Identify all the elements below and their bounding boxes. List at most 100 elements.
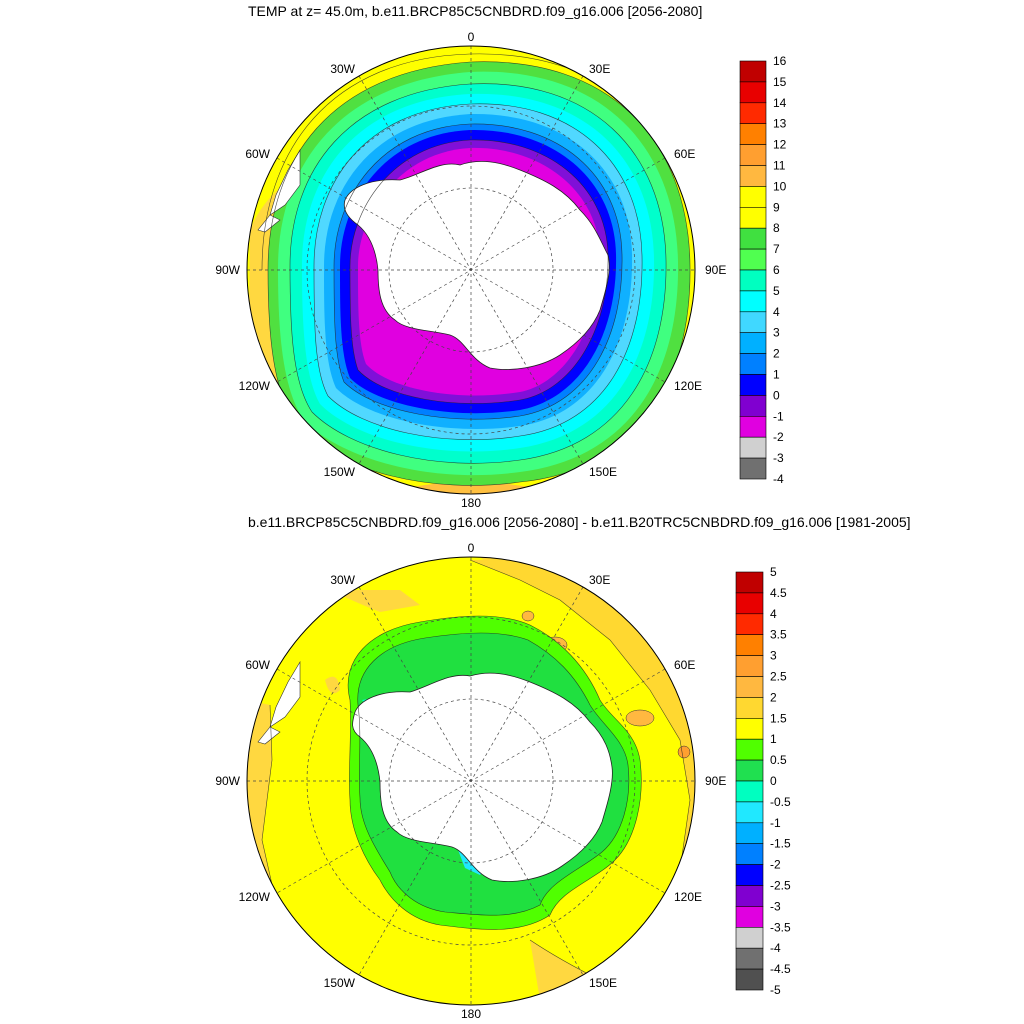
panel1-title: TEMP at z= 45.0m, b.e11.BRCP85C5CNBDRD.f… <box>248 3 703 19</box>
p1-lon-30w: 30W <box>330 62 355 76</box>
antarctica-1 <box>343 160 610 370</box>
panel1-colorbar-box-15 <box>739 374 767 396</box>
panel2-colorbar-box-18 <box>735 947 764 970</box>
panel1-colorbar-box-7 <box>739 207 767 229</box>
panel2-colorbar-box-5 <box>735 676 764 698</box>
panel1-colorbar-box-17 <box>739 415 767 438</box>
p2-lon-150e: 150E <box>589 976 617 990</box>
p2-lon-90e: 90E <box>705 774 726 788</box>
panel1-colorbar-label-3: 13 <box>773 117 787 131</box>
panel1-colorbar-box-10 <box>739 269 767 292</box>
panel1-colorbar-box-13 <box>739 332 767 354</box>
p2-lon-180: 180 <box>461 1007 481 1021</box>
panel1-colorbar-label-5: 11 <box>773 159 786 173</box>
panel1-colorbar-label-8: 8 <box>773 221 780 235</box>
p1-lon-0: 0 <box>468 30 475 44</box>
panel2-colorbar: 5 4.5 4 3.5 3 2.5 2 1.5 1 0.5 0 -0.5 -1 -1.5 -2 -2.5 -3 -… <box>735 565 791 997</box>
panel1-colorbar-box-16 <box>739 395 767 417</box>
panel2-colorbar-box-15 <box>735 885 764 907</box>
p2-lon-150w: 150W <box>324 976 356 990</box>
panel2-colorbar-box-9 <box>735 759 764 782</box>
panel2-colorbar-label-2: 4 <box>770 607 777 621</box>
panel1-colorbar-box-3 <box>739 123 767 145</box>
panel2-colorbar-label-17: -3.5 <box>770 920 791 934</box>
panel1-colorbar-label-9: 7 <box>773 242 780 256</box>
p2-lon-120e: 120E <box>674 890 702 904</box>
panel2-colorbar-label-20: -5 <box>770 983 781 997</box>
p1-lon-90e: 90E <box>705 263 726 277</box>
panel1-colorbar-box-2 <box>739 102 767 125</box>
panel1-colorbar-box-14 <box>739 353 767 375</box>
panel2-colorbar-box-11 <box>735 801 764 824</box>
panel1-colorbar-box-4 <box>739 144 767 166</box>
panel1-colorbar-label-12: 4 <box>773 305 780 319</box>
panel2-colorbar-box-13 <box>735 843 764 865</box>
p1-lon-60w: 60W <box>245 147 270 161</box>
panel2-colorbar-label-6: 2 <box>770 690 777 704</box>
p1-lon-90w: 90W <box>215 263 240 277</box>
panel1-map <box>247 46 695 494</box>
p1-lon-30e: 30E <box>589 62 610 76</box>
p1-lon-120e: 120E <box>674 379 702 393</box>
p2-lon-30w: 30W <box>330 573 355 587</box>
panel2-colorbar-box-8 <box>735 738 764 761</box>
panel1-colorbar-label-2: 14 <box>773 96 787 110</box>
panel1-colorbar-label-20: -4 <box>773 472 784 486</box>
panel1-colorbar-label-19: -3 <box>773 451 784 465</box>
p1-lon-60e: 60E <box>674 147 695 161</box>
p1-lon-150e: 150E <box>589 465 617 479</box>
panel2-colorbar-box-17 <box>735 926 764 949</box>
panel2-colorbar-box-6 <box>735 697 764 719</box>
panel1-colorbar-label-1: 15 <box>773 75 787 89</box>
panel1-map-border <box>246 45 696 495</box>
panel2-colorbar-label-19: -4.5 <box>770 962 791 976</box>
panel1-colorbar-label-6: 10 <box>773 179 787 193</box>
panel1-colorbar-box-9 <box>739 248 767 271</box>
panel1-colorbar-label-15: 1 <box>773 368 780 382</box>
panel2-lon-labels: 0 30E 60E 90E 120E 150E 180 150W 120W 90… <box>215 541 726 1021</box>
panel2-colorbar-box-4 <box>735 655 764 677</box>
p1-lon-120w: 120W <box>239 379 271 393</box>
panel2-colorbar-box-10 <box>735 780 764 803</box>
panel1-colorbar-box-12 <box>739 311 767 333</box>
panel2-colorbar-label-14: -2 <box>770 858 781 872</box>
panel2-colorbar-box-16 <box>735 906 764 928</box>
panel2-colorbar-box-3 <box>735 634 764 656</box>
panel2-colorbar-label-9: 0.5 <box>770 753 787 767</box>
panel1-lon-labels: 0 30E 60E 90E 120E 150E 180 150W 120W 90… <box>215 30 726 510</box>
panel2-colorbar-box-0 <box>735 571 764 594</box>
panel2-colorbar-label-1: 4.5 <box>770 586 787 600</box>
panel1-colorbar-box-6 <box>739 186 767 208</box>
panel2-colorbar-label-15: -2.5 <box>770 879 791 893</box>
p1-lon-150w: 150W <box>324 465 356 479</box>
panel2-colorbar-label-10: 0 <box>770 774 777 788</box>
orange-east <box>470 557 695 1005</box>
panel2-colorbar-label-0: 5 <box>770 565 777 579</box>
panel1-colorbar-label-7: 9 <box>773 200 780 214</box>
panel2-colorbar-label-4: 3 <box>770 649 777 663</box>
panel2-colorbar-box-12 <box>735 822 764 844</box>
panel2-colorbar-label-7: 1.5 <box>770 711 787 725</box>
panel1-colorbar-label-18: -2 <box>773 430 784 444</box>
panel2-title: b.e11.BRCP85C5CNBDRD.f09_g16.006 [2056-2… <box>248 514 911 530</box>
panel1-colorbar-box-8 <box>739 227 767 250</box>
panel1-colorbar-label-11: 5 <box>773 284 780 298</box>
panel1-colorbar-label-4: 12 <box>773 138 787 152</box>
panel1-colorbar-label-17: -1 <box>773 409 784 423</box>
panel1-colorbar-box-11 <box>739 290 767 313</box>
antarctica-2 <box>352 672 613 882</box>
panel2-map <box>247 557 695 1005</box>
p2-lon-30e: 30E <box>589 573 610 587</box>
panel1-colorbar-label-0: 16 <box>773 54 787 68</box>
panel1-colorbar-box-5 <box>739 165 767 187</box>
panel2-colorbar-box-7 <box>735 717 764 740</box>
panel2-colorbar-box-14 <box>735 864 764 886</box>
p1-lon-180: 180 <box>461 496 481 510</box>
panel1-colorbar-label-10: 6 <box>773 263 780 277</box>
panel1-colorbar-label-16: 0 <box>773 388 780 402</box>
panel1-colorbar-box-1 <box>739 81 767 104</box>
panel2-colorbar-label-13: -1.5 <box>770 837 791 851</box>
panel2-colorbar-box-2 <box>735 613 764 635</box>
